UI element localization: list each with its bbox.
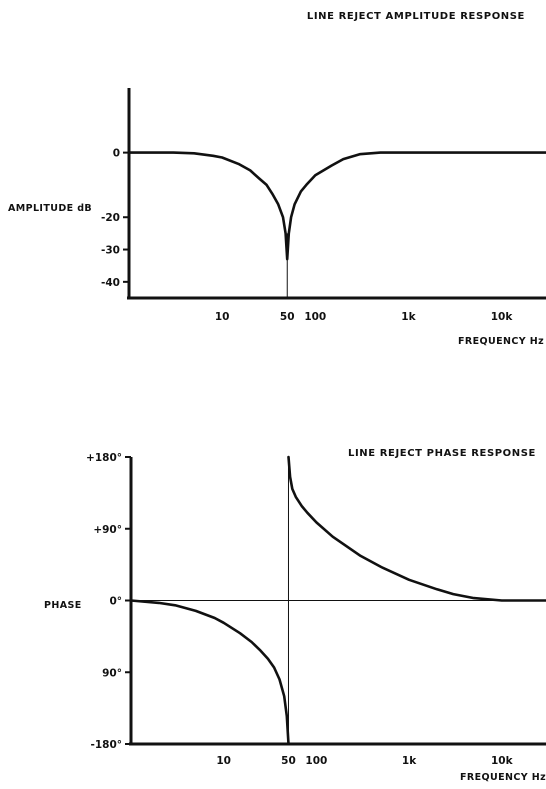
amplitude-x-tick-label: 100 <box>304 311 326 323</box>
phase-x-tick-label: 50 <box>281 755 296 767</box>
amplitude-y-tick-label: -20 <box>101 212 120 224</box>
phase-chart-title: LINE REJECT PHASE RESPONSE <box>348 448 536 459</box>
phase-x-tick-label: 10k <box>491 755 514 767</box>
amplitude-x-axis-label: FREQUENCY Hz <box>458 336 544 347</box>
amplitude-y-axis-label: AMPLITUDE dB <box>8 203 92 214</box>
amplitude-x-tick-label: 10 <box>215 311 230 323</box>
amplitude-y-tick-label: -30 <box>101 245 120 257</box>
phase-x-tick-label: 100 <box>305 755 327 767</box>
phase-x-tick-label: 10 <box>216 755 231 767</box>
phase-response-curve-2 <box>289 457 546 601</box>
phase-x-axis-label: FREQUENCY Hz <box>460 772 546 783</box>
amplitude-x-tick-label: 50 <box>280 311 295 323</box>
amplitude-y-tick-label: 0 <box>113 148 120 160</box>
amplitude-response-curve-1 <box>129 153 546 260</box>
phase-y-tick-label: +90° <box>93 524 122 536</box>
amplitude-x-tick-label: 10k <box>491 311 514 323</box>
amplitude-y-tick-label: -40 <box>101 277 120 289</box>
phase-y-tick-label: 90° <box>102 667 122 679</box>
phase-y-axis-label: PHASE <box>44 600 82 611</box>
phase-y-tick-label: -180° <box>90 739 122 751</box>
phase-x-tick-label: 1k <box>402 755 417 767</box>
phase-y-tick-label: 0° <box>109 596 122 608</box>
amplitude-chart-title: LINE REJECT AMPLITUDE RESPONSE <box>307 11 525 22</box>
phase-y-tick-label: +180° <box>86 452 122 464</box>
phase-response-curve-1 <box>131 601 289 745</box>
amplitude-x-tick-label: 1k <box>401 311 416 323</box>
